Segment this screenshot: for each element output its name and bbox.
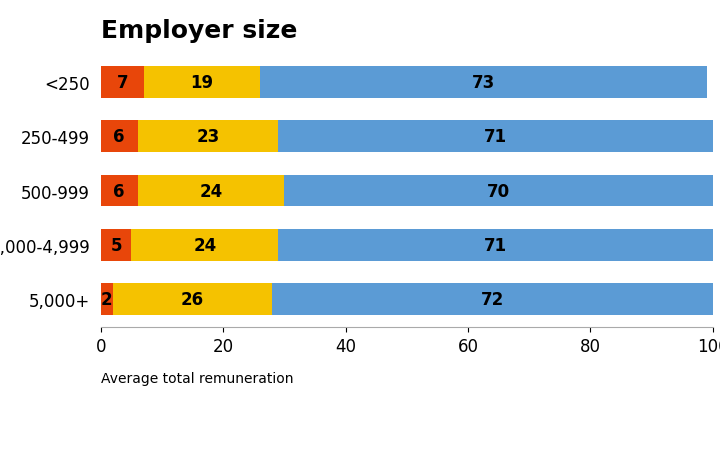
Text: 23: 23 <box>197 128 220 146</box>
Bar <box>278 121 713 152</box>
Bar <box>260 67 707 98</box>
Text: 71: 71 <box>484 128 507 146</box>
Bar <box>272 284 713 315</box>
Bar <box>101 284 113 315</box>
Text: 6: 6 <box>114 128 125 146</box>
Text: 5: 5 <box>110 236 122 254</box>
Text: 71: 71 <box>484 236 507 254</box>
Bar <box>138 175 284 207</box>
Text: 19: 19 <box>190 74 213 92</box>
Bar <box>113 284 272 315</box>
Text: 2: 2 <box>101 290 113 308</box>
Bar <box>101 121 138 152</box>
Text: 6: 6 <box>114 182 125 200</box>
Bar <box>284 175 713 207</box>
Text: Average total remuneration: Average total remuneration <box>101 371 293 385</box>
Text: 7: 7 <box>117 74 128 92</box>
Bar <box>278 230 713 261</box>
Text: 72: 72 <box>481 290 504 308</box>
Bar <box>101 67 144 98</box>
Bar <box>138 121 278 152</box>
Bar <box>101 230 132 261</box>
Text: 24: 24 <box>193 236 217 254</box>
Text: 70: 70 <box>487 182 510 200</box>
Bar <box>132 230 278 261</box>
Bar <box>144 67 260 98</box>
Text: 24: 24 <box>199 182 222 200</box>
Text: 73: 73 <box>472 74 495 92</box>
Text: 26: 26 <box>181 290 204 308</box>
Text: Employer size: Employer size <box>101 19 297 43</box>
Bar <box>101 175 138 207</box>
